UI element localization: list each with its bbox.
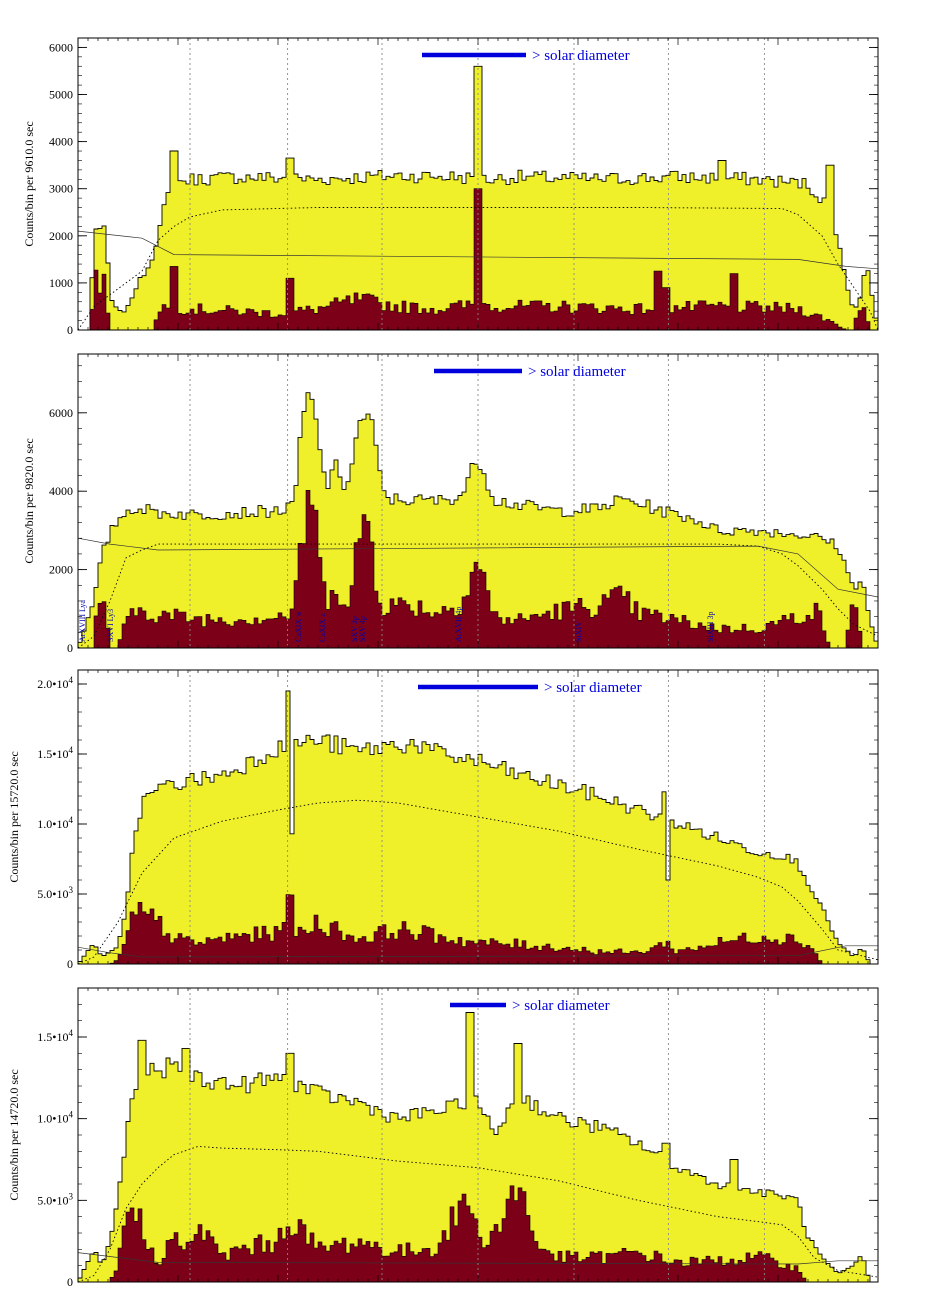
- line-label: SXV 3p: [350, 616, 359, 642]
- y-tick-label: 4000: [49, 135, 73, 149]
- y-tick-label: 6000: [49, 40, 73, 54]
- line-label: SiXIII 3p: [706, 612, 715, 642]
- chart-panel-2: 0 2000 4000 6000 Counts/bin per 9820.0 sec > …: [22, 353, 879, 655]
- line-label: CaXIX w: [294, 611, 303, 642]
- solar-diameter-label: > solar diameter: [532, 48, 630, 64]
- y-tick-label: 4000: [49, 484, 73, 498]
- solar-diameter-label: > solar diameter: [544, 680, 642, 696]
- solar-diameter-label: > solar diameter: [512, 998, 610, 1014]
- y-tick-label: 5000: [49, 88, 73, 102]
- line-label: SiXIV: [574, 621, 583, 642]
- background-curve-2: [77, 537, 879, 598]
- y-axis-label: Counts/bin per 9820.0 sec: [22, 438, 36, 563]
- y-tick-label: 1.5•104: [37, 1028, 73, 1044]
- y-tick-label: 2.0•104: [37, 675, 73, 691]
- chart-panel-1: 0 1000 2000 3000 4000 5000 6000 Counts/bin per …: [22, 37, 879, 337]
- y-tick-label: 1000: [49, 276, 73, 290]
- y-tick-label: 0: [67, 957, 73, 971]
- y-tick-label: 2000: [49, 229, 73, 243]
- y-tick-label: 1.0•104: [37, 815, 73, 831]
- line-label: CaXIX z: [318, 613, 327, 642]
- y-tick-label: 0: [67, 1275, 73, 1289]
- y-axis-label: Counts/bin per 15720.0 sec: [7, 751, 21, 882]
- y-tick-label: 1.5•104: [37, 745, 73, 761]
- line-emission-area-3: [78, 894, 878, 965]
- y-tick-label: 5.0•103: [37, 1191, 73, 1207]
- y-tick-label: 6000: [49, 406, 73, 420]
- chart-panel-4: 0 5.0•103 1.0•104 1.5•104 Counts/bin per 147…: [7, 987, 879, 1289]
- y-tick-label: 1.0•104: [37, 1110, 73, 1126]
- y-axis-label: Counts/bin per 14720.0 sec: [7, 1069, 21, 1200]
- total-counts-area-3: [77, 690, 878, 965]
- solar-diameter-label: > solar diameter: [528, 364, 626, 380]
- line-label: SXV 4p: [358, 616, 367, 642]
- continuum-curve-4: [77, 1145, 879, 1283]
- chart-panel-3: 0 5.0•103 1.0•104 1.5•104 2.0•104 Counts/bin …: [7, 669, 879, 971]
- y-tick-label: 0: [67, 323, 73, 337]
- y-tick-label: 0: [67, 641, 73, 655]
- y-tick-label: 3000: [49, 182, 73, 196]
- background-curve-1: [77, 230, 879, 270]
- y-axis-label: Counts/bin per 9610.0 sec: [22, 121, 36, 246]
- y-tick-label: 2000: [49, 563, 73, 577]
- total-counts-area-4: [77, 1012, 878, 1283]
- background-curve-3: [77, 945, 878, 958]
- line-label: ArXVIII Lya: [78, 600, 87, 642]
- line-label: SXVI Ly3: [106, 609, 115, 642]
- line-label: ArXVII 4p: [454, 607, 463, 642]
- y-tick-label: 5.0•103: [37, 885, 73, 901]
